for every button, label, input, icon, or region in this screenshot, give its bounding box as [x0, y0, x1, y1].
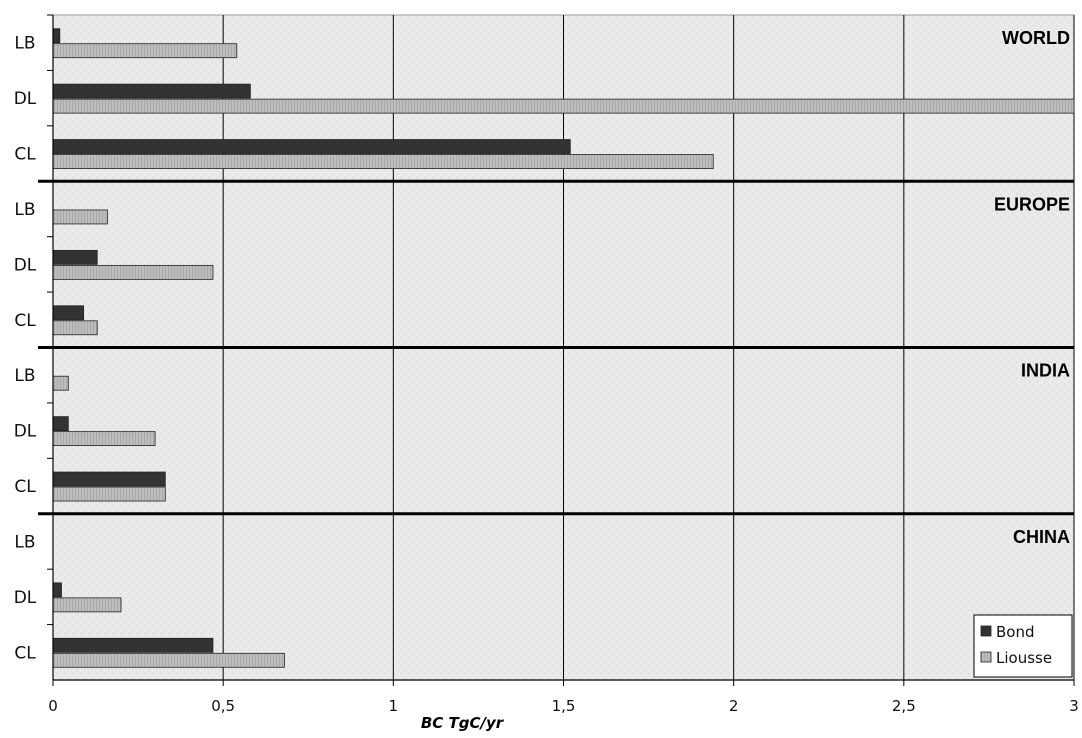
- x-tick-label: 0,5: [211, 697, 235, 715]
- category-label: CL: [14, 643, 36, 663]
- bar-bond: [52, 416, 69, 432]
- bar-bond: [52, 28, 61, 44]
- x-tick-label: 0: [48, 697, 58, 715]
- category-label: LB: [14, 532, 35, 552]
- category-label: LB: [14, 200, 35, 220]
- region-label: WORLD: [1002, 28, 1070, 48]
- bar-bond: [52, 471, 166, 487]
- category-label: DL: [14, 588, 37, 608]
- legend-box: [973, 614, 1073, 678]
- category-label: CL: [14, 311, 36, 331]
- bar-bond: [52, 83, 251, 99]
- region-label: CHINA: [1013, 527, 1070, 547]
- bar-bond: [52, 249, 98, 265]
- bar-liousse: [52, 320, 98, 336]
- bar-liousse: [52, 43, 238, 59]
- x-tick-label: 1,5: [552, 697, 576, 715]
- legend-swatch-liousse: [980, 651, 992, 663]
- axes: [47, 14, 1075, 686]
- x-tick-label: 3: [1069, 697, 1079, 715]
- bar-liousse: [52, 98, 1075, 114]
- category-label: CL: [14, 477, 36, 497]
- bar-liousse: [52, 597, 122, 613]
- category-label: LB: [14, 366, 35, 386]
- category-label: DL: [14, 255, 37, 275]
- bar-bond: [52, 637, 214, 653]
- category-label: CL: [14, 145, 36, 165]
- x-tick-label: 1: [389, 697, 399, 715]
- bar-liousse: [52, 209, 108, 225]
- category-label: DL: [14, 89, 37, 109]
- labels: 0 0,5 1 1,5 2 2,5 3 WORLD LB DL CL EUROPE LB DL CL INDI…: [14, 28, 1079, 732]
- x-tick-label: 2,5: [892, 697, 916, 715]
- category-label: LB: [14, 34, 35, 54]
- region-label: INDIA: [1021, 361, 1070, 381]
- bar-liousse: [52, 431, 156, 447]
- x-tick-label: 2: [729, 697, 739, 715]
- bar-liousse: [52, 154, 714, 169]
- bar-liousse: [52, 375, 69, 391]
- x-axis-title: BC TgC/yr: [421, 714, 505, 732]
- legend-swatch-bond: [980, 625, 992, 637]
- bar-bond: [52, 305, 85, 321]
- panel-separators: [38, 179, 1074, 516]
- bar-liousse: [52, 264, 214, 280]
- region-label: EUROPE: [994, 194, 1070, 214]
- legend-label-liousse: Liousse: [996, 649, 1052, 667]
- category-label: DL: [14, 422, 37, 442]
- bar-bond: [52, 582, 62, 598]
- legend: Bond Liousse: [973, 614, 1073, 678]
- legend-label-bond: Bond: [996, 623, 1035, 641]
- bar-bond: [52, 139, 571, 154]
- bar-liousse: [52, 486, 166, 502]
- bar-liousse: [52, 652, 285, 668]
